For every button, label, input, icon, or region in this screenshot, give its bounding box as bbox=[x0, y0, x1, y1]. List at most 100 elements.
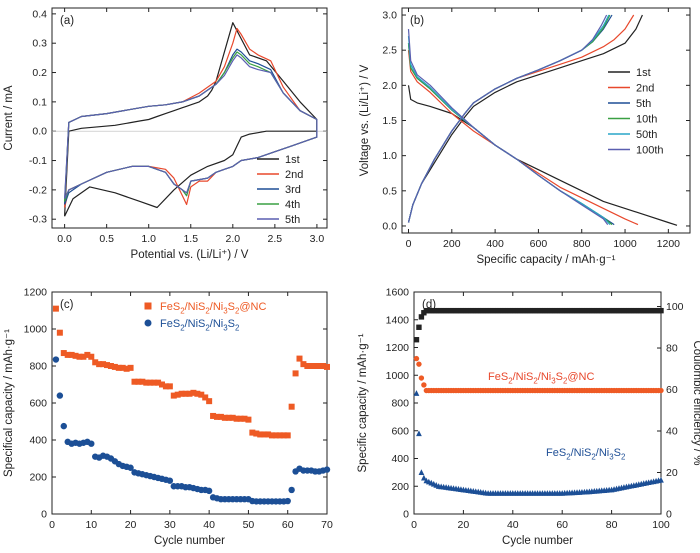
x-tick-label: 0.5 bbox=[99, 233, 114, 245]
x-tick-label: 20 bbox=[125, 519, 137, 531]
data-point bbox=[284, 497, 291, 505]
y-tick-label: 1600 bbox=[386, 287, 410, 299]
legend-label: 5th bbox=[636, 98, 651, 110]
y-tick-label: 0.0 bbox=[32, 126, 47, 138]
data-point bbox=[123, 365, 130, 372]
data-point bbox=[155, 379, 162, 386]
data-point bbox=[147, 379, 154, 386]
data-point bbox=[139, 378, 146, 385]
data-point bbox=[658, 387, 664, 394]
y2-tick-label: 100 bbox=[666, 301, 684, 313]
label-part: S bbox=[614, 447, 621, 459]
data-point bbox=[159, 381, 165, 388]
y-tick-label: 1000 bbox=[386, 370, 410, 382]
y2-tick-label: 80 bbox=[666, 343, 678, 355]
x-axis-label: Specific capacity / mAh·g⁻¹ bbox=[476, 254, 615, 266]
label-part: @NC bbox=[567, 371, 594, 383]
y-tick-label: 400 bbox=[29, 435, 47, 447]
label-part: /Ni bbox=[210, 301, 223, 313]
data-point bbox=[178, 390, 185, 397]
y-tick-label: -0.2 bbox=[29, 184, 47, 196]
x-tick-label: 50 bbox=[243, 519, 255, 531]
data-point bbox=[421, 474, 427, 481]
legend-label: 100th bbox=[636, 145, 664, 157]
x-tick-label: 1.5 bbox=[183, 233, 198, 245]
cv-curve bbox=[64, 54, 318, 199]
series-label: FeS2/NiS2/Ni3S2@NC bbox=[488, 371, 595, 385]
legend-label: FeS2/NiS2/Ni3S2@NC bbox=[160, 301, 267, 315]
panel-d: 0 20 40 60 80 1000200400600800100012001400160… bbox=[357, 287, 700, 548]
y-tick-label: 1000 bbox=[24, 324, 48, 336]
data-point bbox=[56, 392, 64, 399]
panel-c: 0 10 20 30 40 50 60 70 0 200 400 600 800 1000 1200 Cycl… bbox=[3, 287, 333, 548]
data-point bbox=[88, 440, 95, 447]
data-point bbox=[261, 431, 268, 438]
data-point bbox=[233, 415, 240, 422]
legend-label: 5th bbox=[285, 214, 300, 226]
data-point bbox=[182, 390, 189, 397]
data-point bbox=[115, 364, 122, 371]
x-axis-label: Cycle number bbox=[502, 535, 573, 547]
y-tick-label: 0.0 bbox=[382, 220, 397, 232]
subscript: 2 bbox=[235, 323, 239, 332]
data-point bbox=[131, 378, 138, 385]
x-tick-label: 1200 bbox=[657, 238, 681, 250]
x-tick-label: 800 bbox=[573, 238, 591, 250]
legend-marker bbox=[144, 319, 152, 327]
y-axis-label: Specifical capacity / mAh·g⁻¹ bbox=[3, 329, 15, 477]
data-point bbox=[272, 432, 279, 439]
data-point bbox=[280, 432, 287, 439]
y-tick-label: 1.0 bbox=[382, 150, 397, 162]
data-point bbox=[162, 383, 169, 390]
data-point bbox=[100, 361, 107, 368]
x-tick-label: 20 bbox=[458, 519, 470, 531]
data-point bbox=[214, 413, 220, 420]
subscript: 3 bbox=[551, 376, 556, 385]
y-tick-label: 0.3 bbox=[32, 38, 47, 50]
subscript: 3 bbox=[223, 306, 228, 315]
y-tick-label: 200 bbox=[29, 472, 47, 484]
y-tick-label: 0.2 bbox=[32, 67, 47, 79]
y2-tick-label: 60 bbox=[666, 384, 678, 396]
label-part: S bbox=[228, 318, 235, 330]
label-part: FeS bbox=[488, 371, 508, 383]
y-tick-label: 400 bbox=[391, 453, 409, 465]
subscript: 2 bbox=[563, 376, 567, 385]
y-tick-label: 0 bbox=[403, 509, 409, 521]
y-tick-label: 1400 bbox=[386, 314, 410, 326]
y2-tick-label: 0 bbox=[666, 509, 672, 521]
legend-label: 2nd bbox=[285, 169, 303, 181]
data-point bbox=[111, 363, 118, 370]
data-point bbox=[205, 487, 213, 495]
data-point bbox=[107, 363, 114, 369]
data-point bbox=[249, 429, 256, 436]
y-tick-label: 2.0 bbox=[382, 80, 397, 92]
panel-label: (c) bbox=[60, 299, 74, 311]
panel-label: (b) bbox=[410, 15, 424, 27]
subscript: 2 bbox=[180, 323, 184, 332]
data-point bbox=[418, 375, 425, 381]
legend-label: FeS2/NiS2/Ni3S2 bbox=[160, 318, 239, 332]
data-point bbox=[300, 361, 307, 368]
data-point bbox=[143, 379, 150, 386]
data-point bbox=[421, 382, 427, 388]
data-point bbox=[202, 394, 209, 401]
y-tick-label: 0.5 bbox=[382, 185, 397, 197]
data-point bbox=[104, 362, 110, 369]
series-label: FeS2/NiS2/Ni3S2 bbox=[546, 447, 625, 461]
legend-label: 50th bbox=[636, 129, 657, 141]
data-point bbox=[269, 432, 275, 439]
data-point bbox=[127, 364, 134, 371]
y-tick-label: -0.3 bbox=[29, 214, 47, 226]
label-part: /NiS bbox=[571, 447, 592, 459]
data-point bbox=[229, 414, 236, 421]
label-part: FeS bbox=[546, 447, 566, 459]
data-point bbox=[245, 416, 252, 423]
subscript: 2 bbox=[566, 452, 570, 461]
data-point bbox=[56, 329, 63, 336]
data-point bbox=[304, 363, 311, 369]
x-axis-label: Cycle number bbox=[154, 535, 225, 547]
data-point bbox=[174, 391, 181, 398]
x-tick-label: 200 bbox=[443, 238, 461, 250]
data-point bbox=[413, 390, 420, 396]
